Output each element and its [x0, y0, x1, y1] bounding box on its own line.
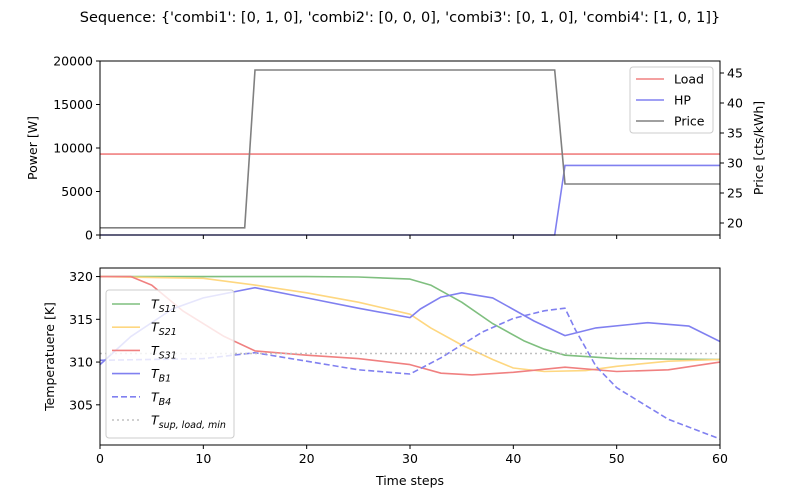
- y-tick-label: 305: [69, 397, 93, 412]
- y-tick-label: 20000: [53, 54, 93, 69]
- legend-label-t-b1: TB1: [151, 366, 171, 385]
- plot-frame: [99, 60, 721, 236]
- y-tick-label: 10000: [53, 141, 93, 156]
- x-tick-label: 20: [299, 451, 315, 466]
- legend-box: [629, 66, 714, 134]
- legend-label-t-s31: TS31: [151, 343, 177, 362]
- y2-axis-label: Price [cts/kWh]: [751, 101, 766, 195]
- y-tick-label: 310: [69, 355, 93, 370]
- bottom-chart: 305 310 315 320 0 10 20 30 40 50 60 Time steps Tempe…: [42, 267, 728, 488]
- y-tick-label: 15000: [53, 97, 93, 112]
- x-tick-label: 50: [609, 451, 625, 466]
- legend-label-t-sup-load-min: Tsup, load, min: [151, 413, 226, 432]
- legend-label-load: Load: [674, 72, 704, 87]
- legend-label-t-s21: TS21: [151, 320, 177, 339]
- x-tick-label: 60: [712, 451, 728, 466]
- figure-title: Sequence: {'combi1': [0, 1, 0], 'combi2'…: [80, 10, 720, 26]
- y-tick-label: 5000: [61, 184, 93, 199]
- y2-tick-label: 40: [727, 96, 743, 111]
- x-tick-label: 10: [195, 451, 211, 466]
- series-line-t-b4: [100, 307, 720, 440]
- legend-label-t-b4: TB4: [151, 389, 171, 408]
- legend-label-t-s11: TS11: [151, 297, 177, 316]
- y2-tick-label: 35: [727, 126, 743, 141]
- y-tick-label: 0: [85, 228, 93, 243]
- x-tick-label: 40: [505, 451, 521, 466]
- y2-tick-label: 30: [727, 156, 743, 171]
- y-tick-label: 315: [69, 312, 93, 327]
- x-axis-label: Time steps: [375, 473, 444, 488]
- series-line-price: [100, 69, 720, 229]
- y2-tick-label: 45: [727, 66, 743, 81]
- series-line-t-s11: [100, 275, 720, 361]
- x-tick-label: 30: [402, 451, 418, 466]
- y-tick-label: 320: [69, 269, 93, 284]
- top-chart: 0 5000 10000 15000 20000 20 25 30 35 40 45 Power [W…: [25, 54, 766, 243]
- y-axis-label: Power [W]: [25, 116, 40, 180]
- y2-tick-label: 20: [727, 216, 743, 231]
- y2-tick-label: 25: [727, 186, 743, 201]
- legend-label-price: Price: [674, 114, 705, 129]
- x-tick-label: 0: [96, 451, 104, 466]
- legend-label-hp: HP: [674, 93, 691, 108]
- y-axis-label: Temperatuere [K]: [42, 302, 57, 412]
- series-line-hp: [100, 164, 720, 236]
